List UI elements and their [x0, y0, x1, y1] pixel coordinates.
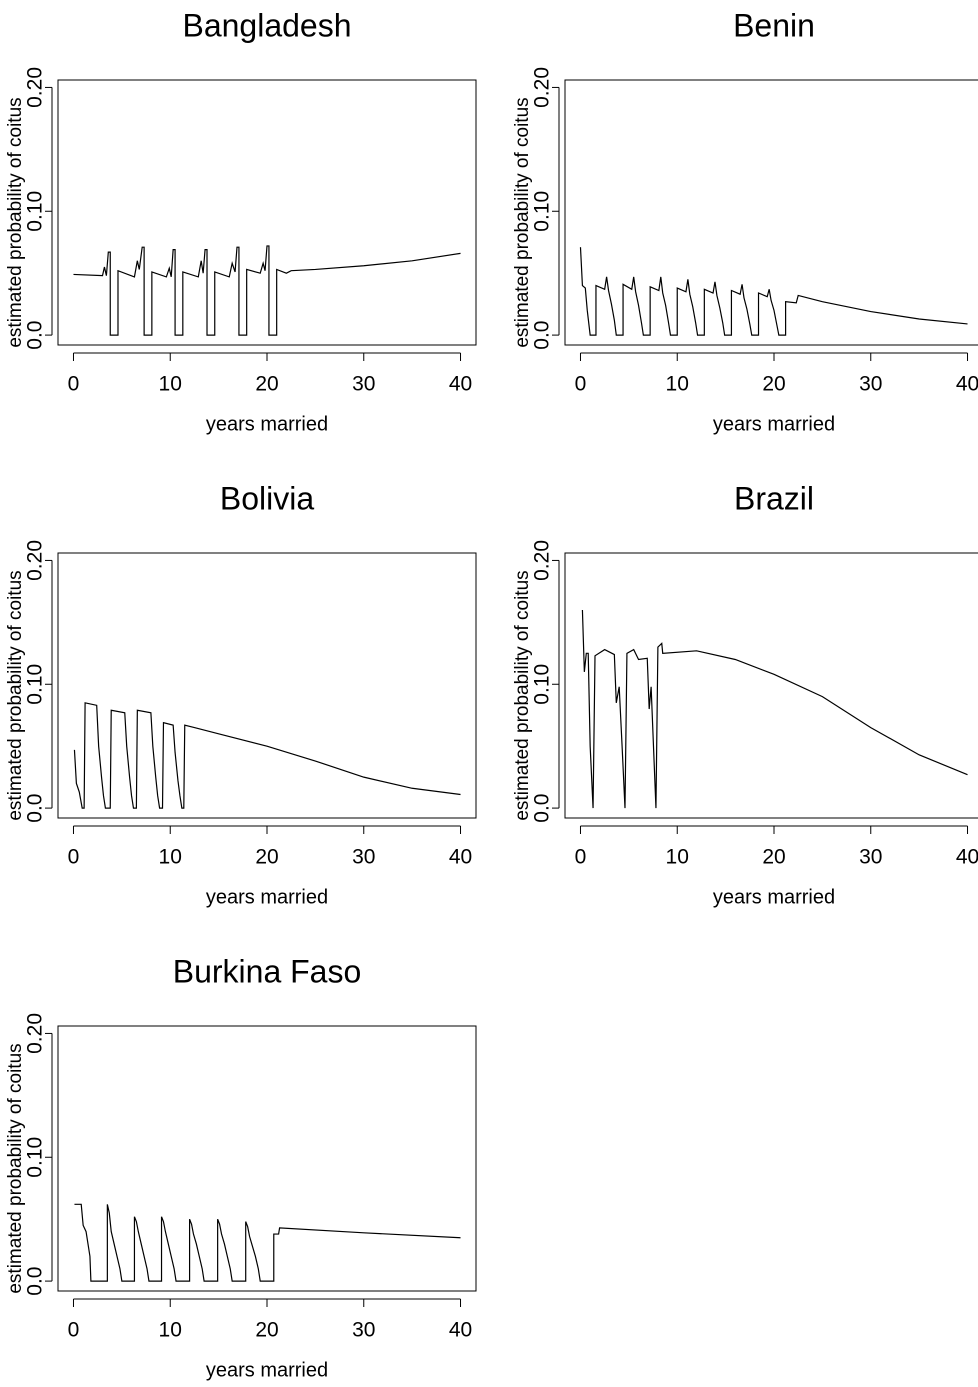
- x-tick-label: 0: [68, 1319, 80, 1342]
- x-tick-label: 40: [449, 846, 472, 869]
- x-tick-label: 10: [159, 846, 182, 869]
- x-tick-label: 0: [575, 373, 587, 396]
- x-tick-label: 20: [255, 373, 278, 396]
- x-tick-label: 30: [352, 373, 375, 396]
- y-tick-label: 0.10: [24, 191, 47, 232]
- x-tick-label: 40: [449, 1319, 472, 1342]
- y-tick-label: 0.0: [531, 793, 554, 822]
- y-axis-label: estimated probability of coitus: [5, 1043, 26, 1293]
- data-line: [581, 609, 968, 809]
- panel-title: Brazil: [734, 480, 814, 516]
- data-line: [74, 1203, 461, 1282]
- y-tick-label: 0.0: [24, 793, 47, 822]
- x-tick-label: 40: [449, 373, 472, 396]
- plot-frame: [57, 552, 477, 819]
- y-tick-label: 0.10: [531, 664, 554, 705]
- y-axis-label: estimated probability of coitus: [512, 570, 533, 820]
- x-tick-label: 40: [956, 846, 978, 869]
- x-tick-label: 30: [352, 1319, 375, 1342]
- plot-frame: [564, 79, 978, 346]
- y-tick-label: 0.0: [24, 320, 47, 349]
- panel-title: Bangladesh: [182, 7, 351, 43]
- x-axis-label: years married: [206, 1359, 328, 1381]
- panel-title: Bolivia: [220, 480, 314, 516]
- x-tick-label: 40: [956, 373, 978, 396]
- x-axis-label: years married: [713, 413, 835, 435]
- x-tick-label: 10: [159, 1319, 182, 1342]
- y-axis-label: estimated probability of coitus: [512, 97, 533, 347]
- y-tick-label: 0.0: [24, 1266, 47, 1295]
- x-tick-label: 10: [666, 846, 689, 869]
- data-line: [73, 702, 461, 809]
- x-tick-label: 10: [666, 373, 689, 396]
- x-axis-label: years married: [713, 886, 835, 908]
- x-tick-label: 0: [575, 846, 587, 869]
- y-tick-label: 0.20: [24, 67, 47, 108]
- x-axis-label: years married: [206, 413, 328, 435]
- x-tick-label: 30: [859, 846, 882, 869]
- panel-title: Benin: [733, 7, 815, 43]
- y-tick-label: 0.10: [24, 1137, 47, 1178]
- panel-title: Burkina Faso: [173, 953, 362, 989]
- y-tick-label: 0.20: [531, 67, 554, 108]
- y-tick-label: 0.20: [531, 540, 554, 581]
- x-tick-label: 0: [68, 846, 80, 869]
- x-tick-label: 20: [255, 846, 278, 869]
- plot-frame: [57, 1025, 477, 1292]
- y-axis-label: estimated probability of coitus: [5, 97, 26, 347]
- y-axis-label: estimated probability of coitus: [5, 570, 26, 820]
- x-tick-label: 30: [352, 846, 375, 869]
- plot-frame: [564, 552, 978, 819]
- x-tick-label: 20: [762, 846, 785, 869]
- y-tick-label: 0.10: [24, 664, 47, 705]
- x-tick-label: 0: [68, 373, 80, 396]
- plot-frame: [57, 79, 477, 346]
- x-axis-label: years married: [206, 886, 328, 908]
- data-line: [73, 245, 461, 336]
- x-tick-label: 10: [159, 373, 182, 396]
- x-tick-label: 30: [859, 373, 882, 396]
- y-tick-label: 0.10: [531, 191, 554, 232]
- y-tick-label: 0.20: [24, 1013, 47, 1054]
- x-tick-label: 20: [255, 1319, 278, 1342]
- y-tick-label: 0.0: [531, 320, 554, 349]
- y-tick-label: 0.20: [24, 540, 47, 581]
- x-tick-label: 20: [762, 373, 785, 396]
- data-line: [579, 247, 968, 336]
